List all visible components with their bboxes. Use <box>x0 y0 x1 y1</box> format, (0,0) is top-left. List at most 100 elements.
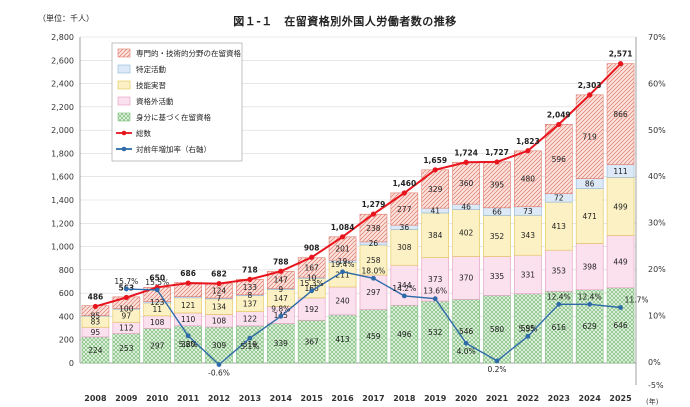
segment-label-status: 319 <box>243 340 258 349</box>
x-tick-label: 2009 <box>115 394 138 403</box>
segment-label-designated: 26 <box>369 239 379 248</box>
segment-label-outside: 344 <box>397 281 412 290</box>
segment-label-training: 258 <box>366 256 381 265</box>
segment-label-outside: 370 <box>459 274 474 283</box>
segment-label-professional: 201 <box>335 244 350 253</box>
x-tick-label: 2018 <box>393 394 416 403</box>
total-label: 686 <box>180 269 196 278</box>
total-point <box>494 159 500 165</box>
growth-label: 5.1% <box>240 342 259 351</box>
growth-label: 11.7% <box>625 296 649 305</box>
bar-segment <box>544 201 573 251</box>
segment-label-designated: 41 <box>430 206 440 215</box>
growth-label: 0.2% <box>487 365 506 374</box>
segment-label-status: 224 <box>88 346 103 355</box>
segment-label-professional: 133 <box>243 283 258 292</box>
x-tick-label: 2017 <box>362 394 384 403</box>
bar-segment <box>606 287 635 364</box>
segment-label-training: 413 <box>552 222 567 231</box>
growth-label: 4.0% <box>457 347 476 356</box>
segment-label-outside: 108 <box>212 317 227 326</box>
segment-label-outside: 335 <box>490 272 505 281</box>
segment-label-professional: 329 <box>428 185 443 194</box>
total-label: 718 <box>242 265 258 274</box>
bar-segment <box>452 256 480 300</box>
segment-label-status: 496 <box>397 330 412 339</box>
total-point <box>463 159 469 165</box>
growth-label: 19.4% <box>331 260 355 269</box>
y-tick-label: 1,400 <box>51 196 74 205</box>
chart-title: 図１-１ 在留資格別外国人労働者数の推移 <box>233 15 457 28</box>
bar-segment <box>452 299 480 364</box>
segment-label-status: 646 <box>613 321 628 330</box>
legend-label: 身分に基づく在留資格 <box>136 112 211 122</box>
segment-label-designated: 66 <box>492 207 502 216</box>
y-tick-label: 2,400 <box>51 80 74 89</box>
legend-swatch <box>117 112 131 122</box>
segment-label-designated: 111 <box>613 167 628 176</box>
legend-swatch <box>117 48 131 58</box>
x-tick-label: 2011 <box>177 394 200 403</box>
segment-label-outside: 398 <box>583 262 598 271</box>
segment-label-outside: 122 <box>243 315 258 324</box>
segment-label-designated: 72 <box>554 194 564 203</box>
segment-label-status: 616 <box>552 323 567 332</box>
y2-tick-label: -5% <box>648 381 664 390</box>
y-tick-label: 800 <box>59 266 74 275</box>
legend-swatch <box>117 96 131 106</box>
segment-label-status: 413 <box>335 335 350 344</box>
x-axis-unit: (年) <box>646 397 659 406</box>
x-tick-label: 2015 <box>301 394 324 403</box>
y-axis-unit-label: （単位：千人） <box>38 14 94 23</box>
x-tick-label: 2022 <box>517 394 539 403</box>
segment-label-training: 121 <box>181 301 196 310</box>
growth-label: 5.6% <box>179 340 198 349</box>
x-tick-label: 2014 <box>270 394 293 403</box>
y-tick-label: 1,800 <box>51 149 74 158</box>
total-point <box>309 254 315 260</box>
y2-tick-label: 50% <box>648 126 666 135</box>
growth-label: 13.6% <box>423 287 447 296</box>
bar-segment <box>359 274 388 310</box>
y-tick-label: 2,600 <box>51 56 74 65</box>
growth-point <box>587 301 593 307</box>
bar-segment <box>421 257 450 302</box>
total-point <box>185 280 191 286</box>
segment-label-status: 253 <box>119 344 134 353</box>
segment-label-training: 211 <box>335 270 350 279</box>
segment-label-status: 629 <box>583 322 598 331</box>
x-tick-label: 2025 <box>609 394 632 403</box>
segment-label-designated: 9 <box>278 285 283 294</box>
bar-segment <box>81 336 110 364</box>
y2-tick-label: 0% <box>648 358 661 367</box>
y-tick-label: 600 <box>59 289 74 298</box>
segment-label-designated: 123 <box>150 298 165 307</box>
bar-segment <box>266 323 295 364</box>
growth-point <box>123 286 129 292</box>
y2-tick-label: 40% <box>648 172 666 181</box>
bar-segment <box>359 213 388 243</box>
total-line: 4865636506866827187889081,0841,2791,4601… <box>88 50 632 310</box>
segment-label-training: 384 <box>428 231 443 240</box>
segment-label-training: 11 <box>152 305 162 314</box>
total-point <box>278 268 284 274</box>
growth-point <box>247 335 253 341</box>
total-label: 486 <box>88 292 104 301</box>
segment-label-training: 137 <box>243 299 258 308</box>
segment-label-professional: 277 <box>397 205 412 214</box>
legend-swatch <box>117 64 131 74</box>
bar-segment <box>452 209 480 257</box>
y2-tick-label: 20% <box>648 265 666 274</box>
segment-label-training: 147 <box>274 294 289 303</box>
segment-label-designated: 85 <box>91 312 101 321</box>
bar-segment <box>328 314 357 364</box>
x-tick-label: 2023 <box>548 394 570 403</box>
bar-segment <box>143 328 172 364</box>
segment-label-status: 309 <box>212 341 227 350</box>
total-point <box>216 280 222 287</box>
segment-label-designated: 86 <box>585 179 595 188</box>
growth-point <box>463 340 469 346</box>
bar-segment <box>112 333 141 364</box>
y-tick-label: 2,800 <box>51 33 74 42</box>
segment-label-designated: 100 <box>119 305 134 314</box>
